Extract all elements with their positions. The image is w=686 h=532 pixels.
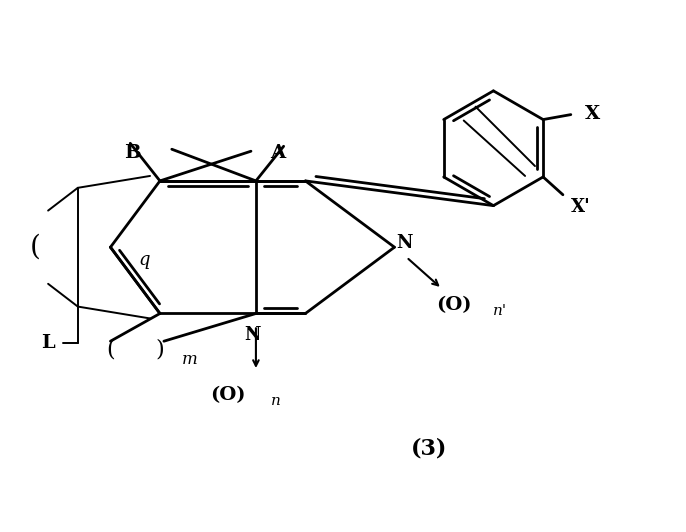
Text: (: ( xyxy=(106,338,115,360)
Text: X: X xyxy=(584,105,600,122)
Text: m: m xyxy=(182,351,198,368)
Text: A: A xyxy=(270,144,285,162)
Text: n': n' xyxy=(493,304,508,318)
Text: (: ( xyxy=(29,234,40,261)
Text: (3): (3) xyxy=(411,437,447,459)
Text: q: q xyxy=(139,251,150,269)
Text: n: n xyxy=(271,394,281,408)
Text: ): ) xyxy=(156,338,165,360)
Text: N: N xyxy=(397,234,413,252)
Text: B: B xyxy=(124,144,141,162)
Text: X': X' xyxy=(571,197,591,215)
Text: (O): (O) xyxy=(211,386,246,404)
Text: L: L xyxy=(41,334,55,352)
Text: N: N xyxy=(245,326,261,344)
Text: (O): (O) xyxy=(436,296,471,313)
